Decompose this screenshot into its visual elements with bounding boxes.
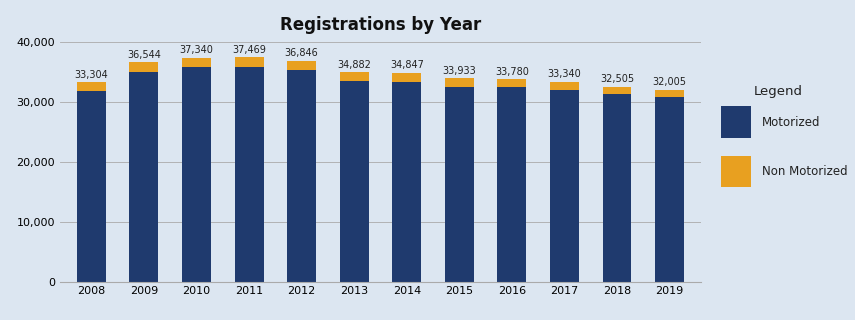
Bar xyxy=(77,91,106,282)
Text: Non Motorized: Non Motorized xyxy=(762,165,847,178)
Bar xyxy=(498,87,527,282)
Text: 32,505: 32,505 xyxy=(600,75,634,84)
FancyBboxPatch shape xyxy=(721,106,751,138)
Text: 37,469: 37,469 xyxy=(233,45,266,55)
Bar xyxy=(655,90,684,97)
Text: Legend: Legend xyxy=(753,85,803,98)
Text: 36,544: 36,544 xyxy=(127,50,161,60)
Bar xyxy=(550,82,579,90)
Title: Registrations by Year: Registrations by Year xyxy=(280,17,481,35)
Bar xyxy=(287,70,316,282)
Bar xyxy=(339,81,369,282)
Bar xyxy=(392,73,422,82)
Text: 37,340: 37,340 xyxy=(180,45,214,55)
Bar xyxy=(234,67,263,282)
Bar xyxy=(498,79,527,87)
Bar xyxy=(445,87,474,282)
Bar xyxy=(550,90,579,282)
Bar xyxy=(392,82,422,282)
Bar xyxy=(234,57,263,67)
Bar xyxy=(182,68,211,282)
Bar xyxy=(77,82,106,91)
Bar xyxy=(603,87,632,94)
Bar xyxy=(129,72,158,282)
FancyBboxPatch shape xyxy=(721,156,751,187)
Bar xyxy=(339,72,369,81)
Bar xyxy=(655,97,684,282)
Bar xyxy=(182,58,211,68)
Text: 33,340: 33,340 xyxy=(547,69,581,79)
Text: 33,304: 33,304 xyxy=(74,70,109,80)
Text: 34,847: 34,847 xyxy=(390,60,424,70)
Text: 33,780: 33,780 xyxy=(495,67,528,77)
Text: 33,933: 33,933 xyxy=(442,66,476,76)
Bar xyxy=(287,60,316,70)
Text: 36,846: 36,846 xyxy=(285,48,319,59)
Text: Motorized: Motorized xyxy=(762,116,820,129)
Text: 32,005: 32,005 xyxy=(652,77,687,87)
Text: 34,882: 34,882 xyxy=(337,60,371,70)
Bar xyxy=(445,78,474,87)
Bar xyxy=(603,94,632,282)
Bar xyxy=(129,62,158,72)
